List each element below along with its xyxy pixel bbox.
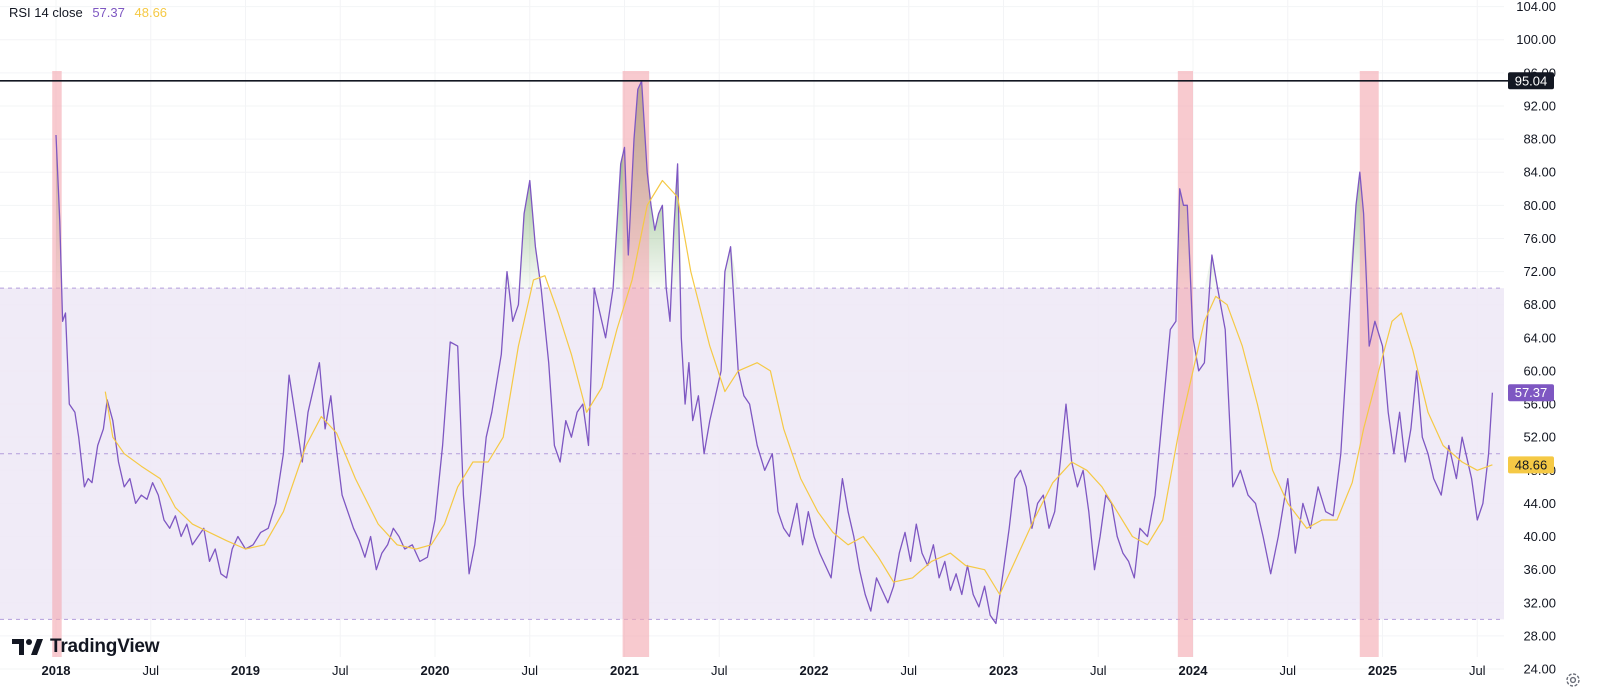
y-tick-label: 104.00	[1516, 0, 1556, 14]
x-axis: 2018 Jul 2019 Jul 2020 Jul 2021 Jul 2022 Jul 2023 J…	[42, 663, 1486, 678]
x-tick-label: Jul	[521, 663, 538, 678]
highlight-region	[622, 71, 650, 657]
rsi-band	[0, 287, 1504, 620]
y-tick-label: 64.00	[1523, 330, 1556, 345]
level-badge-label: 95.04	[1515, 73, 1548, 88]
x-tick-label: Jul	[1090, 663, 1107, 678]
x-tick-label: Jul	[142, 663, 159, 678]
tradingview-logo-icon	[12, 639, 43, 655]
x-tick-label: Jul	[1279, 663, 1296, 678]
ma-line	[104, 179, 1493, 596]
legend-ma-value: 48.66	[134, 5, 168, 20]
y-tick-label: 80.00	[1523, 198, 1556, 213]
x-tick-label: 2023	[989, 663, 1018, 678]
y-tick-label: 44.00	[1523, 496, 1556, 511]
x-tick-label: Jul	[711, 663, 728, 678]
indicator-legend[interactable]: RSI 14 close 57.37 48.66	[9, 5, 167, 20]
x-tick-label: 2020	[421, 663, 450, 678]
y-tick-label: 88.00	[1523, 132, 1556, 147]
ma-badge-bg	[1508, 456, 1554, 474]
y-tick-label: 52.00	[1523, 430, 1556, 445]
y-tick-label: 24.00	[1523, 662, 1556, 677]
y-tick-label: 32.00	[1523, 595, 1556, 610]
x-tick-label: 2022	[800, 663, 829, 678]
x-tick-label: 2019	[231, 663, 260, 678]
y-tick-label: 28.00	[1523, 628, 1556, 643]
highlight-regions	[52, 71, 1379, 657]
y-tick-label: 72.00	[1523, 264, 1556, 279]
y-tick-label: 36.00	[1523, 562, 1556, 577]
y-tick-label: 68.00	[1523, 297, 1556, 312]
x-tick-label: 2018	[42, 663, 71, 678]
y-tick-label: 100.00	[1516, 32, 1556, 47]
x-tick-label: Jul	[1469, 663, 1486, 678]
highlight-region	[1177, 71, 1193, 657]
x-tick-label: 2021	[610, 663, 639, 678]
rsi-badge-label: 57.37	[1515, 385, 1548, 400]
y-axis: 24.0028.0032.0036.0040.0044.0048.0052.00…	[1508, 0, 1556, 677]
rsi-badge-bg	[1508, 384, 1554, 402]
x-tick-label: 2024	[1179, 663, 1209, 678]
gear-icon[interactable]	[1565, 672, 1581, 688]
ma-badge-label: 48.66	[1515, 457, 1548, 472]
y-tick-label: 40.00	[1523, 529, 1556, 544]
legend-title: RSI 14 close	[9, 5, 83, 20]
tradingview-logo[interactable]: TradingView	[12, 636, 160, 658]
highlight-region	[1359, 71, 1379, 657]
y-tick-label: 84.00	[1523, 165, 1556, 180]
x-tick-label: Jul	[332, 663, 349, 678]
y-tick-label: 60.00	[1523, 363, 1556, 378]
y-tick-label: 76.00	[1523, 231, 1556, 246]
rsi-line	[55, 80, 1494, 625]
highlight-region	[52, 71, 62, 657]
y-tick-label: 92.00	[1523, 98, 1556, 113]
brand-name: TradingView	[50, 636, 160, 657]
series-lines	[55, 80, 1494, 625]
x-tick-label: 2025	[1368, 663, 1397, 678]
legend-rsi-value: 57.37	[92, 5, 125, 20]
level-badge-bg	[1508, 72, 1554, 90]
x-tick-label: Jul	[900, 663, 917, 678]
